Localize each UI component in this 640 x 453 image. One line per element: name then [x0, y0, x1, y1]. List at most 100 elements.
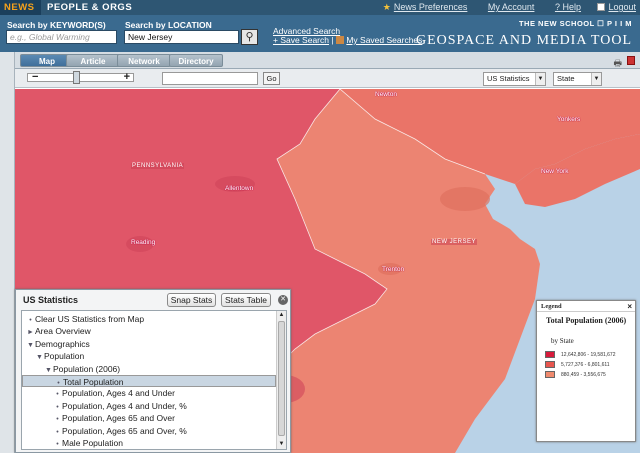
bullet-icon: •	[56, 441, 59, 448]
legend-item: 12,642,806 - 19,581,672	[545, 351, 616, 359]
stats-tree: • Clear US Statistics from Map ►Area Overv…	[21, 310, 287, 450]
brand-top: THE NEW SCHOOL ☐ P I I M	[518, 19, 632, 28]
legend-range: 12,642,806 - 19,581,672	[561, 352, 616, 358]
tab-people-orgs[interactable]: PEOPLE & ORGS	[47, 2, 133, 13]
search-button[interactable]: ⚲	[241, 29, 258, 45]
expanded-arrow-icon[interactable]: ▼	[36, 354, 43, 362]
chevron-down-icon: ▼	[591, 73, 601, 85]
tree-item[interactable]: • Population, Ages 65 and Over, %	[22, 425, 276, 437]
search-header: Search by KEYWORD(S) e.g., Global Warmin…	[0, 15, 640, 52]
left-sidebar-strip	[0, 52, 15, 453]
chevron-down-icon: ▼	[535, 73, 545, 85]
logout-link[interactable]: Logout	[608, 2, 636, 12]
tab-directory[interactable]: Directory	[169, 54, 223, 67]
tree-item[interactable]: • Population, Ages 4 and Under	[22, 387, 276, 399]
news-preferences-link[interactable]: News Preferences	[393, 2, 468, 12]
close-icon[interactable]: ✕	[278, 295, 288, 305]
legend-swatch	[545, 361, 555, 369]
star-icon: ★	[382, 2, 391, 12]
tab-news[interactable]: NEWS	[0, 0, 41, 15]
map-city-label: Yonkers	[557, 116, 581, 123]
scrollbar-thumb[interactable]	[278, 321, 285, 436]
bullet-icon: •	[57, 380, 60, 387]
legend-item: 5,727,376 - 6,801,611	[545, 361, 610, 369]
expanded-arrow-icon[interactable]: ▼	[27, 341, 34, 349]
legend-swatch	[545, 371, 555, 379]
search-icon: ⚲	[245, 31, 254, 43]
location-input[interactable]: New Jersey	[124, 30, 239, 44]
map-city-label: Allentown	[225, 185, 254, 192]
location-label: Search by LOCATION	[125, 20, 212, 30]
saved-searches-link[interactable]: My Saved Searches	[346, 35, 423, 45]
tree-item[interactable]: • Clear US Statistics from Map	[22, 313, 276, 325]
help-link[interactable]: ? Help	[554, 2, 581, 12]
legend-by: by State	[551, 337, 574, 345]
stats-panel-title: US Statistics	[23, 295, 79, 305]
tree-item-label: Population, Ages 65 and Over	[62, 413, 175, 424]
bullet-icon: •	[56, 428, 59, 436]
legend-swatch	[545, 351, 555, 359]
tree-item[interactable]: ▼Population (2006)	[22, 363, 276, 375]
print-icon[interactable]: 🖶	[613, 58, 623, 68]
dataset-select[interactable]: US Statistics ▼	[483, 72, 546, 86]
new-york-region	[340, 89, 640, 184]
tree-item[interactable]: • Population, Ages 65 and Over	[22, 412, 276, 424]
tree-item[interactable]: ▼Demographics	[22, 338, 276, 350]
my-account-link[interactable]: My Account	[487, 2, 535, 12]
map-city-label: Newton	[375, 91, 398, 98]
tree-scrollbar[interactable]: ▲ ▼	[276, 311, 286, 449]
bullet-icon: •	[56, 403, 59, 411]
bullet-icon: •	[56, 416, 59, 424]
pa-nj-border	[276, 89, 388, 453]
pdf-icon[interactable]	[627, 56, 635, 65]
tree-item[interactable]: • Population, Ages 4 and Under, %	[22, 400, 276, 412]
tree-item[interactable]: • Male Population	[22, 437, 276, 449]
legend-range: 880,459 - 3,556,675	[561, 372, 606, 378]
tree-item[interactable]: • Total Population	[22, 375, 276, 387]
snap-stats-button[interactable]: Snap Stats	[167, 293, 216, 307]
zoom-out-icon[interactable]: −	[32, 71, 39, 83]
tree-item[interactable]: ►Area Overview	[22, 325, 276, 337]
legend-range: 5,727,376 - 6,801,611	[561, 362, 610, 368]
tree-item-label: Population	[44, 351, 85, 362]
tree-item[interactable]: ▼Population	[22, 350, 276, 362]
close-icon[interactable]: ×	[627, 302, 632, 311]
tree-item-label: Population, Ages 4 and Under, %	[62, 400, 187, 411]
map-city-label: Trenton	[382, 266, 405, 273]
zoom-slider[interactable]: − +	[27, 71, 134, 84]
expanded-arrow-icon[interactable]: ▼	[45, 366, 52, 374]
tab-network[interactable]: Network	[117, 54, 171, 67]
tree-item-label: Male Population	[62, 438, 123, 448]
stats-table-button[interactable]: Stats Table	[221, 293, 271, 307]
map-controls: − + Go US Statistics ▼ State ▼	[15, 69, 640, 88]
scroll-down-icon[interactable]: ▼	[278, 441, 285, 447]
zoom-slider-handle[interactable]	[73, 71, 80, 84]
keyword-label: Search by KEYWORD(S)	[7, 20, 106, 30]
view-toolbar: ◂ Map Article Network Directory 🖶	[0, 52, 640, 69]
scroll-up-icon[interactable]: ▲	[278, 312, 285, 318]
advanced-search-link[interactable]: Advanced Search	[273, 26, 341, 36]
stats-panel: US Statistics Snap Stats Stats Table ✕ •…	[15, 289, 291, 453]
keyword-input[interactable]: e.g., Global Warming	[6, 30, 117, 44]
go-button[interactable]: Go	[263, 72, 280, 85]
collapsed-arrow-icon[interactable]: ►	[27, 329, 34, 337]
top-links: ★ News Preferences My Account ? Help Logo…	[383, 0, 636, 15]
bullet-icon: •	[29, 317, 32, 324]
map-city-label: New York	[541, 168, 569, 175]
map-city-label: Reading	[131, 239, 156, 246]
tab-article[interactable]: Article	[66, 54, 120, 67]
level-select-value: State	[557, 74, 575, 83]
save-search-link[interactable]: + Save Search	[273, 35, 329, 45]
nj-urban-areas	[378, 187, 490, 275]
level-select[interactable]: State ▼	[553, 72, 602, 86]
top-nav-bar: NEWS PEOPLE & ORGS ★ News Preferences My …	[0, 0, 640, 15]
long-island-region	[515, 134, 640, 207]
tree-item-label: Population (2006)	[53, 363, 121, 374]
tree-item-label: Population, Ages 4 and Under	[62, 388, 175, 399]
zoom-in-icon[interactable]: +	[123, 71, 130, 83]
tree-item-label: Population, Ages 65 and Over, %	[62, 425, 187, 436]
folder-icon	[335, 36, 344, 44]
tree-item-label: Clear US Statistics from Map	[35, 314, 145, 324]
address-input[interactable]	[162, 72, 258, 85]
